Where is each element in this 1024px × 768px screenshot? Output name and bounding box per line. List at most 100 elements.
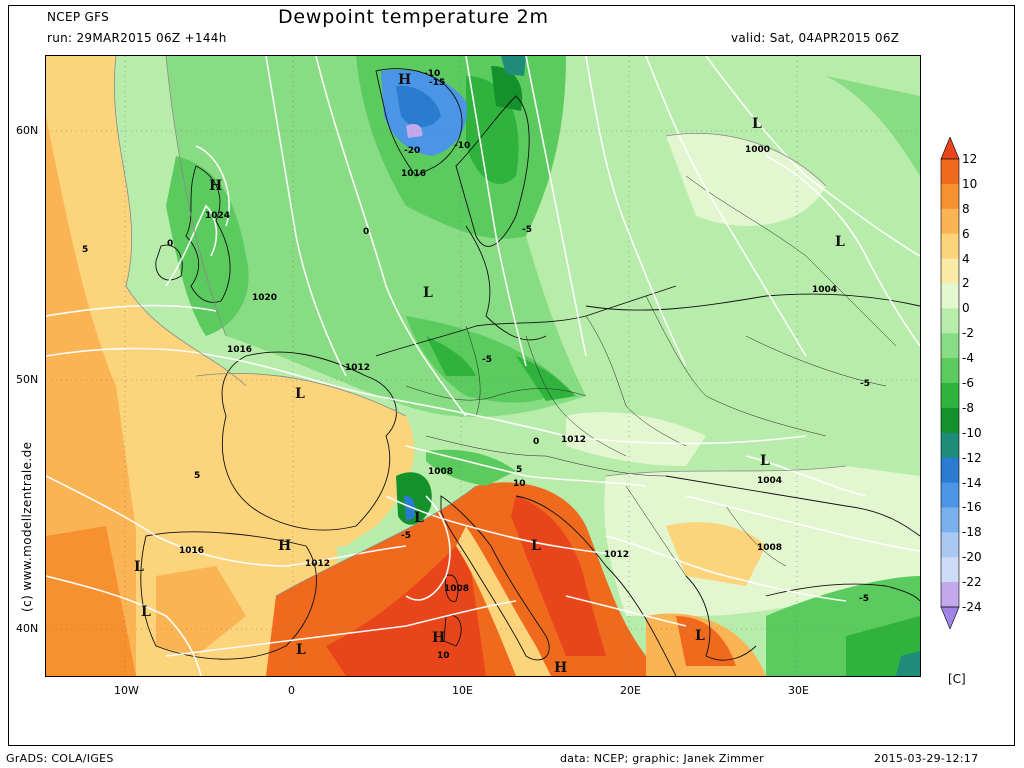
low-center-germany: L	[423, 285, 433, 301]
low-center-iberia: L	[141, 604, 151, 620]
pressure-label-1016-iberia: 1016	[179, 546, 204, 556]
balkans-field	[604, 466, 920, 616]
pressure-label-1012-balkans: 1012	[604, 550, 629, 560]
pressure-centers: H H L L L H L L H L H L L L L L	[134, 72, 845, 676]
russia-green-patch	[826, 76, 920, 176]
colorbar-segment	[941, 457, 959, 484]
colorbar-tick-label: 0	[962, 301, 970, 316]
iberia-west-field	[46, 526, 136, 676]
colorbar-tick-label: 2	[962, 276, 970, 291]
baltic-teal-patch	[501, 56, 526, 76]
colorbar-segment	[941, 208, 959, 235]
colorbar-tick-label: -20	[962, 550, 982, 565]
colorbar-segment	[941, 582, 959, 608]
lat-label-40n: 40N	[16, 622, 39, 635]
low-center-portugal: L	[134, 559, 144, 575]
map-area: 1016 1024 1020 1016 1012 1012 1008 1016 …	[45, 55, 921, 677]
dewpoint-label: 5	[82, 245, 88, 255]
colorbar-segment	[941, 432, 959, 459]
dewpoint-label: 0	[363, 227, 369, 237]
alps-green-patch	[426, 449, 516, 486]
footer-timestamp: 2015-03-29-12:17	[874, 752, 979, 765]
pressure-label-1012-central: 1012	[561, 435, 586, 445]
dewpoint-label: -5	[859, 594, 869, 604]
pressure-label-1016-west: 1016	[227, 345, 252, 355]
norway-coldest-patch	[406, 124, 423, 138]
germany-dark-patch	[426, 336, 476, 376]
high-center-iberia: H	[278, 538, 291, 554]
colorbar-segment	[941, 532, 959, 558]
colorbar-tick-label: -12	[962, 450, 982, 465]
colorbar-tick-label: -14	[962, 475, 982, 490]
dewpoint-label: -10	[454, 141, 470, 151]
colorbar-frame	[940, 158, 960, 608]
low-center-baltic: L	[752, 116, 762, 132]
colorbar-segment	[941, 333, 959, 359]
high-center-sardinia: H	[432, 630, 445, 646]
low-center-aegean: L	[695, 628, 705, 644]
dewpoint-contours	[113, 56, 847, 597]
lon-label-30e: 30E	[788, 684, 809, 697]
pressure-label-1016-north: 1016	[401, 169, 426, 179]
dewpoint-label: 5	[516, 465, 522, 475]
run-info: run: 29MAR2015 06Z +144h	[47, 31, 227, 45]
colorbar-tick-label: 4	[962, 251, 970, 266]
france-field	[196, 373, 415, 556]
dewpoint-label: -20	[404, 146, 420, 156]
germany-field	[406, 316, 566, 403]
dewpoint-labels: -10 -15 -20 -10 -5 0 5 -5 -5 0 5 10 10 -…	[82, 69, 870, 661]
low-center-russia: L	[835, 234, 845, 250]
colorbar-segment	[941, 258, 959, 284]
colorbar-unit: [C]	[948, 672, 966, 686]
pressure-label-1000: 1000	[745, 145, 770, 155]
colorbar-segment	[941, 183, 959, 210]
isobars	[46, 56, 920, 676]
pressure-label-1008-east: 1008	[757, 543, 782, 553]
sweden-darkest-patch	[491, 66, 523, 111]
colorbar-segment	[941, 482, 959, 508]
mediterranean-hot-patch	[326, 536, 486, 676]
pressure-label-1024: 1024	[205, 211, 230, 221]
colorbar-segment	[941, 557, 959, 583]
colorbar-tick-label: -4	[962, 351, 974, 366]
footer-credits: data: NCEP; graphic: Janek Zimmer	[560, 752, 764, 765]
pannonian-field	[566, 412, 706, 466]
anatolia-teal-patch	[896, 651, 920, 676]
lon-label-10e: 10E	[452, 684, 473, 697]
colorbar-tick-label: -6	[962, 376, 974, 390]
colorbar	[940, 137, 960, 629]
aegean-field	[676, 616, 736, 666]
italy-field	[456, 526, 551, 676]
low-center-algeria: L	[296, 642, 306, 658]
colorbar-segment	[941, 308, 959, 334]
balkans-warm-patch	[666, 522, 766, 586]
lon-label-20e: 20E	[620, 684, 641, 697]
lon-label-10w: 10W	[114, 684, 139, 697]
valid-time: valid: Sat, 04APR2015 06Z	[731, 31, 900, 45]
colorbar-top-arrow	[940, 137, 960, 160]
copyright-text: (c) www.modellzentrale.de	[20, 441, 34, 612]
colorbar-segment	[941, 159, 959, 185]
pressure-label-1004-north: 1004	[812, 285, 837, 295]
colorbar-tick-label: -2	[962, 326, 974, 341]
borders	[405, 175, 897, 577]
lon-label-0: 0	[288, 684, 295, 697]
colorbar-segment	[941, 407, 959, 434]
dewpoint-label: -15	[429, 78, 445, 88]
low-center-romania: L	[760, 453, 770, 469]
colorbar-tick-label: -22	[962, 575, 982, 590]
colorbar-tick-label: 10	[962, 176, 978, 191]
adriatic-field	[511, 496, 606, 656]
colorbar-bottom-arrow	[940, 606, 960, 629]
dewpoint-label: -5	[482, 355, 492, 365]
lat-label-50n: 50N	[16, 373, 39, 386]
dewpoint-label: -5	[401, 531, 411, 541]
alps-blue-patch	[404, 495, 416, 521]
dewpoint-label: 0	[167, 239, 173, 249]
dewpoint-label: 10	[513, 479, 526, 489]
low-center-adriatic: L	[531, 538, 541, 554]
colorbar-tick-label: -18	[962, 525, 982, 540]
pressure-label-1012-iberia: 1012	[305, 559, 330, 569]
colorbar-tick-label: -16	[962, 500, 982, 515]
colorbar-segment	[941, 233, 959, 260]
